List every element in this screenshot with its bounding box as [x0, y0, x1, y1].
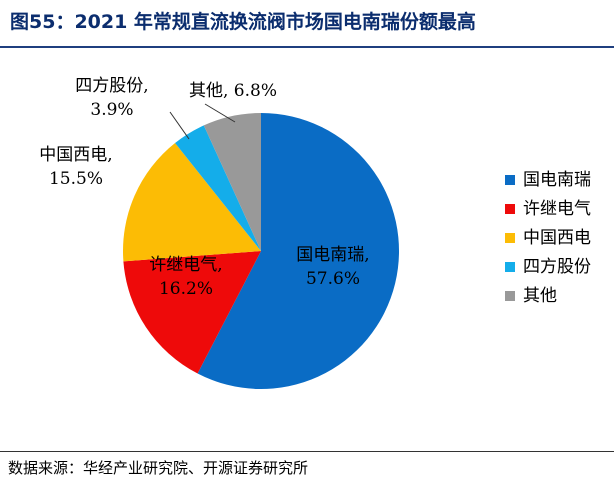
legend-item-其他: 其他 [505, 281, 591, 310]
legend-item-中国西电: 中国西电 [505, 223, 591, 252]
data-label-value-四方股份: 3.9% [90, 100, 133, 120]
legend-item-四方股份: 四方股份 [505, 252, 591, 281]
title-divider [0, 46, 614, 48]
data-label-name-四方股份: 四方股份, [75, 76, 148, 96]
leader-line-四方股份 [169, 111, 190, 140]
legend-swatch [505, 290, 515, 301]
leader-line-其他 [204, 103, 236, 123]
legend-label: 许继电气 [523, 198, 591, 219]
data-label-value-许继电气: 16.2% [159, 279, 213, 299]
legend-label: 中国西电 [523, 227, 591, 248]
pie-slice-其他 [203, 113, 261, 251]
data-label-name-许继电气: 许继电气, [149, 255, 222, 275]
legend-label: 四方股份 [523, 256, 591, 277]
source-divider [0, 451, 614, 452]
data-label-value-国电南瑞: 57.6% [306, 269, 360, 289]
legend: 国电南瑞许继电气中国西电四方股份其他 [505, 165, 591, 310]
legend-swatch [505, 174, 515, 185]
legend-swatch [505, 261, 515, 272]
pie-slice-国电南瑞 [197, 112, 400, 389]
legend-label: 国电南瑞 [523, 169, 591, 190]
legend-swatch [505, 203, 515, 214]
data-label-name-国电南瑞: 国电南瑞, [296, 245, 369, 265]
legend-swatch [505, 232, 515, 243]
pie-slice-许继电气 [123, 251, 261, 374]
pie-slice-中国西电 [122, 143, 261, 262]
pie-slice-四方股份 [175, 125, 261, 251]
data-label-其他: 其他, 6.8% [189, 81, 277, 101]
data-label-name-中国西电: 中国西电, [39, 145, 112, 165]
pie-chart: 国电南瑞, 57.6% 许继电气, 16.2% 中国西电, 15.5% 四方股份, 3.9% 其… [39, 76, 400, 389]
legend-label: 其他 [523, 285, 557, 306]
chart-title: 图55：2021 年常规直流换流阀市场国电南瑞份额最高 [10, 11, 476, 33]
source-note: 数据来源：华经产业研究院、开源证券研究所 [8, 459, 309, 477]
legend-item-国电南瑞: 国电南瑞 [505, 165, 591, 194]
legend-item-许继电气: 许继电气 [505, 194, 591, 223]
data-label-value-中国西电: 15.5% [49, 169, 103, 189]
